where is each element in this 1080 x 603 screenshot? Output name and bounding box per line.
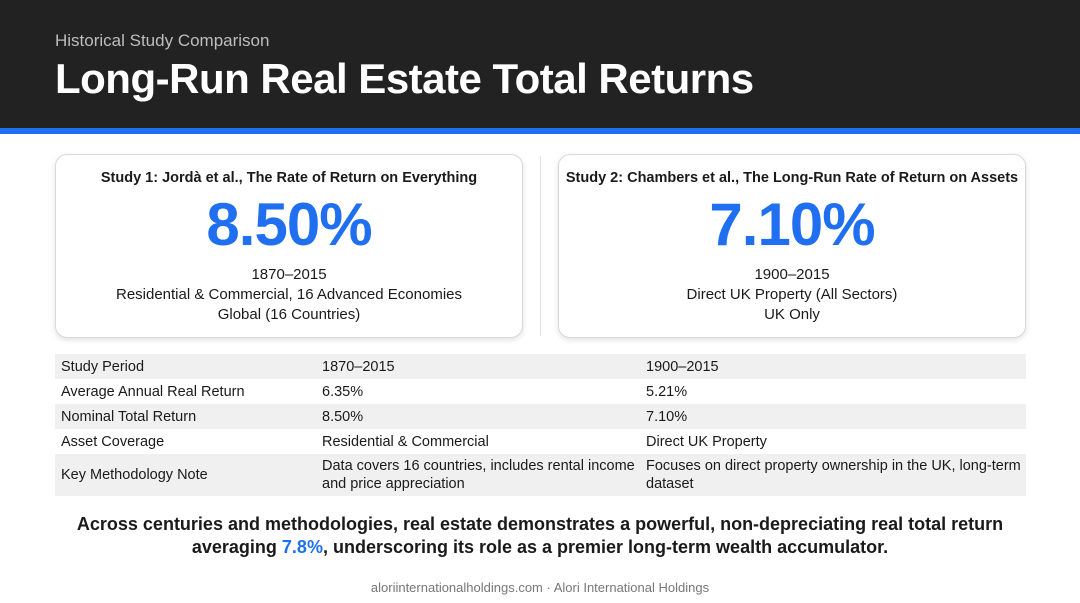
study-2-card: Study 2: Chambers et al., The Long-Run R… bbox=[558, 154, 1026, 338]
row-label: Study Period bbox=[61, 358, 145, 375]
study-2-scope: UK Only bbox=[764, 306, 820, 323]
card-divider bbox=[540, 156, 541, 336]
study-2-cell: Direct UK Property bbox=[646, 433, 767, 450]
study-2-coverage: Direct UK Property (All Sectors) bbox=[686, 286, 898, 303]
study-2-cell: 5.21% bbox=[646, 383, 688, 400]
study-1-cell: 1870–2015 bbox=[322, 358, 395, 375]
study-2-title: Study 2: Chambers et al., The Long-Run R… bbox=[565, 170, 1019, 186]
study-1-cell: Data covers 16 countries, includes renta… bbox=[322, 458, 635, 492]
footer-attribution: aloriinternationalholdings.com · Alori I… bbox=[370, 580, 710, 595]
header-accent-stripe bbox=[0, 128, 1080, 134]
study-1-card: Study 1: Jordà et al., The Rate of Retur… bbox=[55, 154, 523, 338]
study-2-return-value: 7.10% bbox=[709, 191, 875, 258]
row-label: Key Methodology Note bbox=[61, 467, 208, 483]
study-1-title: Study 1: Jordà et al., The Rate of Retur… bbox=[100, 170, 478, 186]
summary-highlight-value: 7.8% bbox=[281, 537, 323, 557]
summary-statement: Across centuries and methodologies, real… bbox=[60, 513, 1020, 559]
table-row: Average Annual Real Return 6.35% 5.21% bbox=[55, 379, 1026, 404]
study-1-cell: 6.35% bbox=[322, 383, 364, 400]
study-1-scope: Global (16 Countries) bbox=[217, 306, 361, 323]
comparison-table: Study Period 1870–2015 1900–2015 Average… bbox=[55, 354, 1026, 496]
study-2-cell: 7.10% bbox=[646, 408, 688, 425]
study-2-period: 1900–2015 bbox=[754, 266, 830, 283]
table-row: Asset Coverage Residential & Commercial … bbox=[55, 429, 1026, 454]
study-1-cell: Residential & Commercial bbox=[322, 433, 489, 450]
page-title: Long-Run Real Estate Total Returns bbox=[55, 55, 754, 102]
study-1-cell: 8.50% bbox=[322, 408, 364, 425]
study-2-cell: Focuses on direct property ownership in … bbox=[646, 458, 1021, 492]
summary-text-start: Across centuries and methodologies, real… bbox=[76, 514, 1004, 557]
row-label: Average Annual Real Return bbox=[61, 383, 245, 400]
summary-text-end: , underscoring its role as a premier lon… bbox=[322, 537, 889, 557]
page-subtitle: Historical Study Comparison bbox=[55, 31, 270, 50]
header-bar: Historical Study Comparison Long-Run Rea… bbox=[0, 0, 1080, 128]
study-1-coverage: Residential & Commercial, 16 Advanced Ec… bbox=[115, 286, 462, 303]
study-2-cell: 1900–2015 bbox=[646, 358, 719, 375]
study-1-period: 1870–2015 bbox=[251, 266, 327, 283]
study-1-return-value: 8.50% bbox=[206, 191, 372, 258]
table-row: Nominal Total Return 8.50% 7.10% bbox=[55, 404, 1026, 429]
table-row: Study Period 1870–2015 1900–2015 bbox=[55, 354, 1026, 379]
row-label: Asset Coverage bbox=[61, 433, 165, 450]
table-row: Key Methodology Note Data covers 16 coun… bbox=[55, 454, 1026, 496]
row-label: Nominal Total Return bbox=[61, 408, 197, 425]
